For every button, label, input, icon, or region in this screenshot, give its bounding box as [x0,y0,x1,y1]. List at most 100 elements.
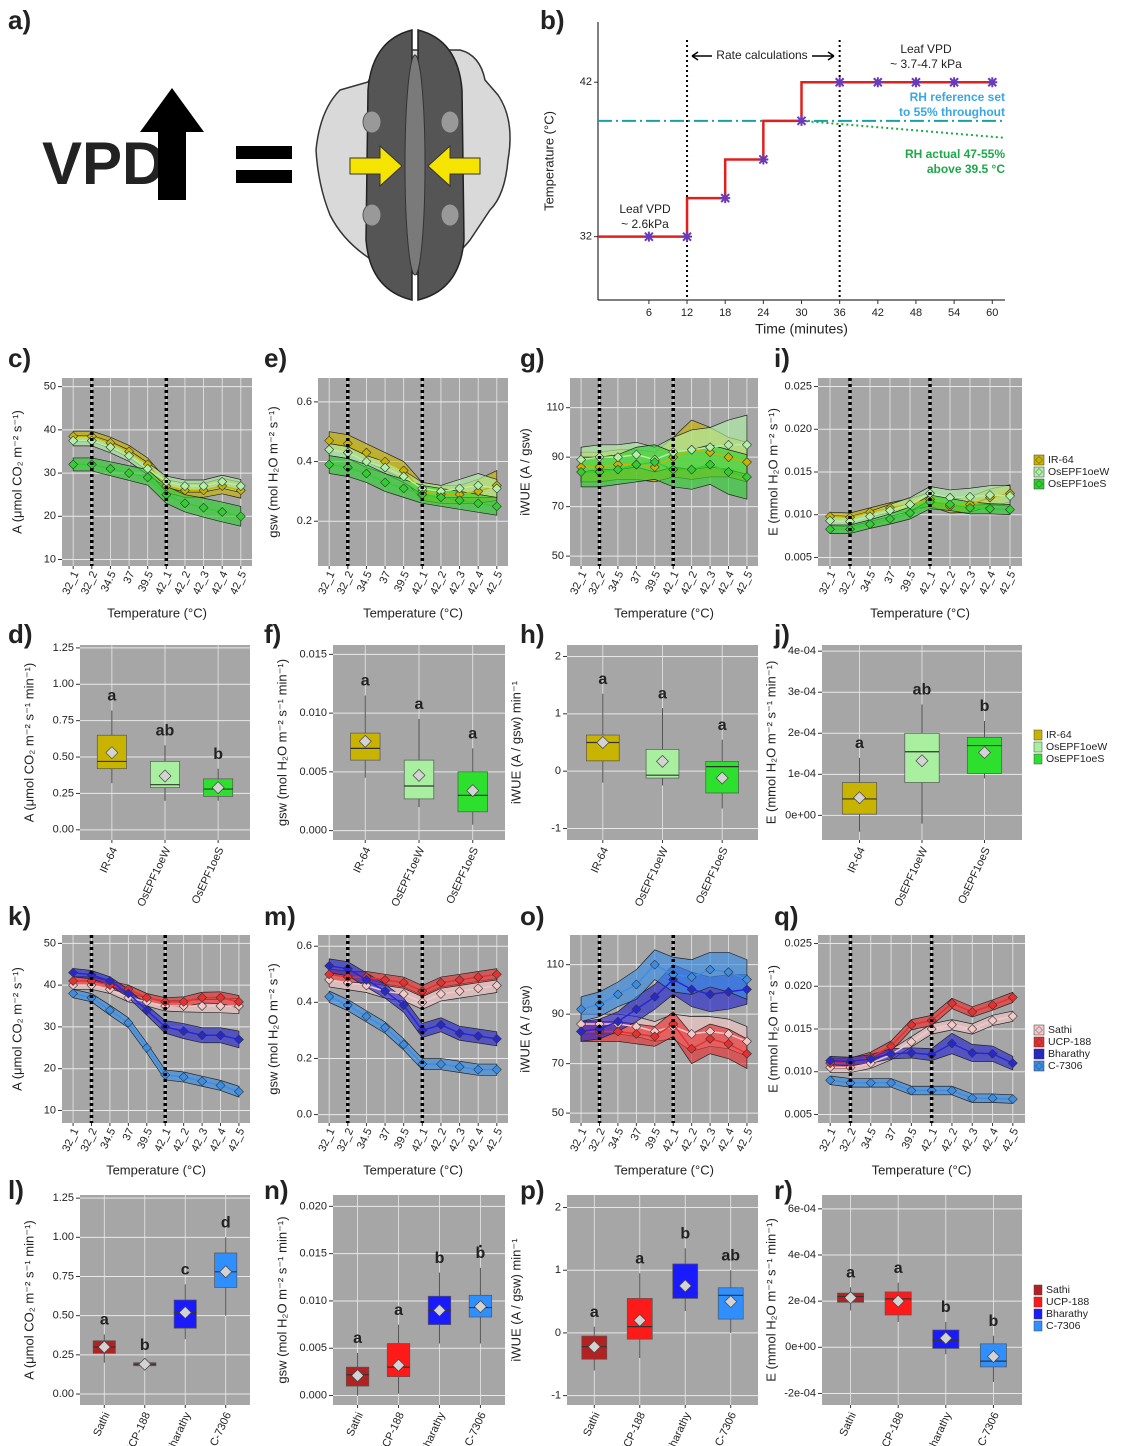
point-marker [361,468,372,479]
x-tick-label: Sathi [837,1410,858,1438]
point-marker [234,996,244,1007]
point-marker [235,481,246,491]
x-tick-label: 37 [121,1126,137,1142]
y-tick-label: 0 [555,765,561,777]
point-marker [215,1001,226,1011]
series-line [580,978,748,1033]
ribbon [72,968,240,1049]
y-tick-label: 90 [552,451,564,463]
y-tick-label: 2e-04 [788,1295,816,1307]
x-axis-label: Temperature (°C) [106,1162,206,1177]
legend-swatch [1033,729,1043,741]
point-marker [436,989,446,999]
star-marker [643,231,654,242]
x-tick-label: 37 [377,569,393,585]
series-line [72,992,240,1093]
mean-marker [596,736,610,749]
mean-marker [915,754,929,768]
y-tick-label: 10 [44,1104,56,1116]
y-tick-label: 0.0 [297,1108,312,1120]
point-marker [342,977,353,988]
point-marker [398,989,409,999]
point-marker [705,447,716,458]
significance-letter: a [468,726,477,743]
y-tick-label: -2e-04 [784,1387,816,1399]
x-tick-label: C-7306 [976,1410,1002,1446]
panel-label: j) [773,619,790,649]
x-tick-label: 24 [757,307,769,319]
mean-marker [678,1279,692,1293]
point-marker [631,1029,642,1039]
point-marker [142,472,153,483]
x-tick-label: 37 [377,1126,393,1142]
y-tick-label: 0.000 [299,1389,327,1401]
mean-marker [473,1300,487,1314]
legend-label: IR-64 [1048,454,1074,466]
y-tick-label: 0.020 [784,980,812,992]
x-tick-label: UCP-188 [123,1410,153,1446]
y-axis-label: A (μmol CO₂ m⁻² s⁻¹) [9,410,24,534]
x-tick-label: Sathi [581,1410,602,1438]
y-tick-label: 0.4 [297,455,312,467]
mean-marker [891,1294,905,1308]
point-marker [141,1042,152,1053]
point-marker [454,495,465,506]
x-tick-label: C-7306 [713,1410,739,1446]
x-tick-label: 42_3 [957,569,978,596]
point-marker [141,992,152,1003]
point-marker [68,459,79,470]
y-tick-label: 20 [44,1063,56,1075]
x-tick-label: 42_3 [697,1126,718,1153]
x-tick-label: 34.5 [98,1126,118,1150]
x-tick-label: 42_4 [465,569,486,596]
point-marker [398,1000,409,1011]
significance-letter: a [361,673,370,690]
point-marker [342,462,353,473]
mean-marker [97,1340,111,1354]
ribbon [72,457,242,527]
point-marker [885,514,895,524]
organelle [362,110,382,134]
x-tick-label: 42 [872,307,884,319]
y-tick-label: 0.010 [299,1295,327,1307]
point-marker [705,1033,716,1044]
point-marker [723,986,734,997]
mean-marker [978,746,991,760]
point-marker [324,444,335,455]
y-tick-label: 50 [552,550,564,562]
point-marker [436,492,446,503]
significance-letter: a [658,685,667,702]
legend-marker [1035,1038,1043,1046]
point-marker [906,1019,917,1030]
point-marker [436,1019,446,1030]
panel-label: a) [8,5,31,35]
y-tick-label: 0 [555,1327,561,1339]
point-marker [473,972,484,983]
significance-letter: a [394,1302,403,1319]
significance-letter: a [598,671,607,688]
y-tick-label: 32 [580,231,592,243]
y-tick-label: 0.6 [297,940,312,952]
point-marker [686,1029,697,1039]
point-marker [967,1048,978,1058]
point-marker [197,992,208,1003]
x-tick-label: 32_2 [79,569,100,596]
y-tick-label: 0.010 [784,1066,812,1078]
x-tick-label: 42_3 [447,569,468,596]
x-tick-label: C-7306 [463,1410,489,1446]
y-axis-label: E (mmol H₂O m⁻² s⁻¹) [765,408,780,536]
significance-letter: b [476,1245,486,1262]
legend-swatch [1033,1296,1043,1308]
mean-marker [986,1350,1000,1364]
mean-marker [724,1295,738,1309]
x-tick-label: 42_2 [679,569,700,596]
y-tick-label: 0.4 [297,996,312,1008]
x-axis-label: Temperature (°C) [870,605,970,620]
mean-marker [351,1369,365,1383]
legend-label: C-7306 [1046,1320,1081,1332]
significance-letter: c [181,1262,190,1279]
panel-label: d) [8,619,33,649]
point-marker [965,491,975,502]
point-marker [947,1038,957,1049]
x-tick-label: 37 [629,569,645,585]
